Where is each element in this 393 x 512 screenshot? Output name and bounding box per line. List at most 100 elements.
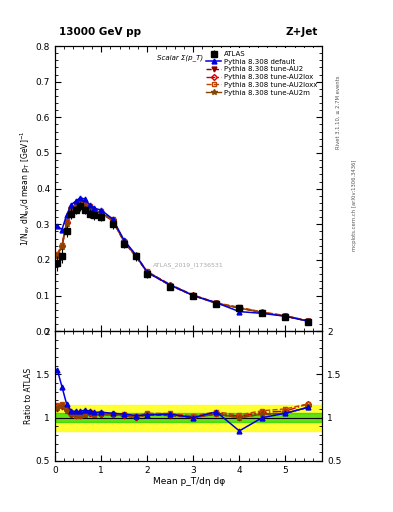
Pythia 8.308 tune-AU2lox [99, 209, 103, 215]
Pythia 8.308 tune-AU2m [168, 282, 173, 288]
Pythia 8.308 tune-AU2m [145, 269, 149, 275]
Pythia 8.308 default [283, 313, 288, 319]
Pythia 8.308 tune-AU2m [99, 210, 103, 216]
Pythia 8.308 tune-AU2m [92, 208, 97, 215]
Pythia 8.308 tune-AU2 [110, 218, 115, 224]
Pythia 8.308 tune-AU2lox [92, 208, 97, 214]
Pythia 8.308 tune-AU2lox [55, 251, 60, 258]
Pythia 8.308 tune-AU2loxx [99, 208, 103, 215]
Pythia 8.308 tune-AU2 [237, 305, 242, 311]
Pythia 8.308 tune-AU2lox [64, 220, 69, 226]
Text: Rivet 3.1.10, ≥ 2.7M events: Rivet 3.1.10, ≥ 2.7M events [336, 76, 341, 150]
Text: Scalar Σ(p_T) (ATLAS UE in Z production): Scalar Σ(p_T) (ATLAS UE in Z production) [156, 55, 300, 61]
Pythia 8.308 tune-AU2m [78, 201, 83, 207]
Pythia 8.308 tune-AU2loxx [168, 282, 173, 288]
Pythia 8.308 tune-AU2loxx [133, 252, 138, 258]
Pythia 8.308 default [69, 202, 73, 208]
Legend: ATLAS, Pythia 8.308 default, Pythia 8.308 tune-AU2, Pythia 8.308 tune-AU2lox, Py: ATLAS, Pythia 8.308 default, Pythia 8.30… [203, 48, 320, 98]
Pythia 8.308 tune-AU2 [73, 205, 78, 211]
Pythia 8.308 tune-AU2 [99, 210, 103, 217]
Pythia 8.308 tune-AU2loxx [110, 216, 115, 222]
Pythia 8.308 tune-AU2m [191, 292, 196, 298]
Pythia 8.308 tune-AU2 [60, 244, 64, 250]
Pythia 8.308 default [191, 292, 196, 298]
Pythia 8.308 tune-AU2m [83, 203, 87, 209]
Pythia 8.308 tune-AU2loxx [306, 318, 311, 324]
Text: Z+Jet: Z+Jet [286, 27, 318, 37]
Pythia 8.308 tune-AU2loxx [191, 292, 196, 298]
Pythia 8.308 tune-AU2loxx [283, 312, 288, 318]
X-axis label: Mean p_T/dη dφ: Mean p_T/dη dφ [152, 477, 225, 486]
Pythia 8.308 tune-AU2m [306, 318, 311, 324]
Pythia 8.308 tune-AU2lox [73, 203, 78, 209]
Pythia 8.308 default [145, 269, 149, 275]
Pythia 8.308 tune-AU2lox [191, 292, 196, 298]
Pythia 8.308 default [60, 226, 64, 232]
Pythia 8.308 tune-AU2lox [145, 269, 149, 275]
Pythia 8.308 default [99, 207, 103, 213]
Text: mcplots.cern.ch [arXiv:1306.3436]: mcplots.cern.ch [arXiv:1306.3436] [352, 159, 357, 250]
Pythia 8.308 default [214, 300, 219, 306]
Pythia 8.308 tune-AU2lox [214, 300, 219, 306]
Pythia 8.308 tune-AU2 [122, 239, 127, 245]
Pythia 8.308 tune-AU2lox [60, 243, 64, 249]
Pythia 8.308 tune-AU2m [237, 305, 242, 311]
Pythia 8.308 tune-AU2m [133, 253, 138, 259]
Pythia 8.308 tune-AU2lox [237, 305, 242, 311]
Pythia 8.308 default [110, 216, 115, 222]
Pythia 8.308 tune-AU2loxx [92, 207, 97, 213]
Pythia 8.308 tune-AU2m [87, 205, 92, 211]
Pythia 8.308 tune-AU2loxx [60, 242, 64, 248]
Pythia 8.308 default [73, 198, 78, 204]
Pythia 8.308 default [237, 309, 242, 315]
Pythia 8.308 default [87, 202, 92, 208]
Pythia 8.308 tune-AU2 [78, 202, 83, 208]
Pythia 8.308 tune-AU2lox [87, 204, 92, 210]
Pythia 8.308 tune-AU2 [92, 209, 97, 215]
Pythia 8.308 tune-AU2m [283, 313, 288, 319]
Pythia 8.308 tune-AU2lox [83, 202, 87, 208]
Pythia 8.308 tune-AU2m [55, 252, 60, 259]
Pythia 8.308 tune-AU2 [69, 207, 73, 213]
Pythia 8.308 tune-AU2lox [283, 313, 288, 319]
Pythia 8.308 tune-AU2m [260, 310, 265, 316]
Pythia 8.308 tune-AU2loxx [69, 204, 73, 210]
Line: Pythia 8.308 tune-AU2loxx: Pythia 8.308 tune-AU2loxx [55, 200, 310, 323]
Line: Pythia 8.308 tune-AU2m: Pythia 8.308 tune-AU2m [55, 201, 311, 324]
Pythia 8.308 tune-AU2m [60, 244, 64, 250]
Pythia 8.308 tune-AU2loxx [260, 309, 265, 315]
Pythia 8.308 tune-AU2 [306, 318, 311, 324]
Pythia 8.308 tune-AU2loxx [73, 203, 78, 209]
Pythia 8.308 tune-AU2 [87, 205, 92, 211]
Pythia 8.308 default [78, 195, 83, 201]
Pythia 8.308 tune-AU2 [260, 310, 265, 316]
Pythia 8.308 default [83, 196, 87, 202]
Pythia 8.308 tune-AU2m [214, 301, 219, 307]
Pythia 8.308 tune-AU2lox [306, 318, 311, 324]
Pythia 8.308 tune-AU2lox [110, 217, 115, 223]
Pythia 8.308 tune-AU2lox [133, 252, 138, 259]
Line: Pythia 8.308 tune-AU2: Pythia 8.308 tune-AU2 [55, 202, 311, 324]
Pythia 8.308 default [260, 310, 265, 316]
Pythia 8.308 tune-AU2 [283, 313, 288, 319]
Pythia 8.308 tune-AU2m [73, 204, 78, 210]
Pythia 8.308 default [64, 212, 69, 219]
Y-axis label: Ratio to ATLAS: Ratio to ATLAS [24, 368, 33, 424]
Line: Pythia 8.308 tune-AU2lox: Pythia 8.308 tune-AU2lox [55, 201, 310, 323]
Text: 13000 GeV pp: 13000 GeV pp [59, 27, 141, 37]
Pythia 8.308 tune-AU2 [133, 253, 138, 260]
Pythia 8.308 tune-AU2loxx [237, 304, 242, 310]
Pythia 8.308 tune-AU2m [110, 217, 115, 223]
Pythia 8.308 tune-AU2loxx [55, 250, 60, 257]
Pythia 8.308 tune-AU2loxx [214, 300, 219, 306]
Pythia 8.308 tune-AU2loxx [83, 201, 87, 207]
Pythia 8.308 tune-AU2 [64, 221, 69, 227]
Pythia 8.308 default [168, 282, 173, 288]
Pythia 8.308 tune-AU2loxx [64, 218, 69, 224]
Pythia 8.308 tune-AU2 [83, 203, 87, 209]
Pythia 8.308 tune-AU2m [122, 239, 127, 245]
Pythia 8.308 default [55, 223, 60, 229]
Pythia 8.308 tune-AU2loxx [87, 203, 92, 209]
Pythia 8.308 default [92, 205, 97, 211]
Line: Pythia 8.308 default: Pythia 8.308 default [55, 195, 311, 324]
